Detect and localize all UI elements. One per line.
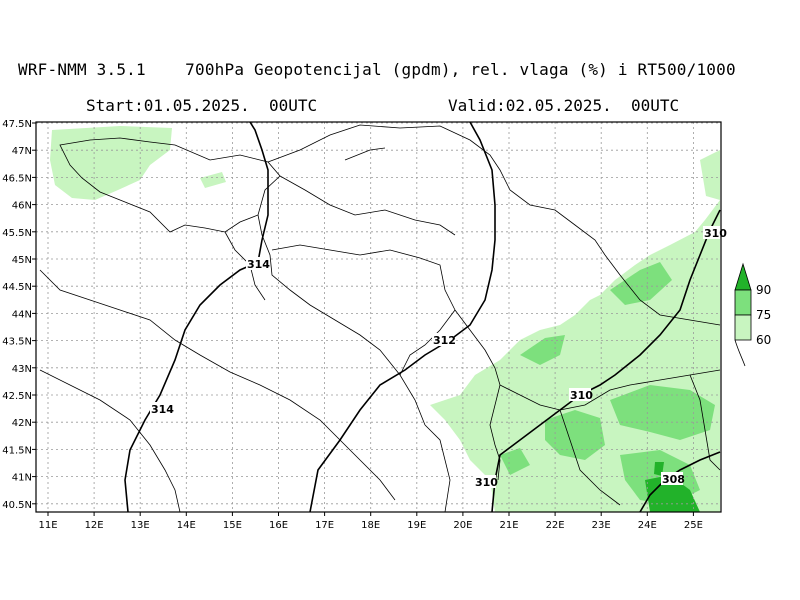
border-line (499, 369, 721, 411)
graticule (36, 122, 721, 512)
model-name: WRF-NMM 3.5.1 (18, 60, 146, 79)
contour-label: 310 (475, 476, 498, 489)
start-time: Start:01.05.2025. 00UTC (86, 96, 318, 115)
legend-label: 90 (756, 283, 771, 297)
latitude-label: 46.5N (2, 173, 32, 184)
border-line (489, 384, 501, 481)
contour-labels: 314 314 312 310 310 310 308 (150, 226, 727, 489)
longitude-label: 14E (177, 520, 196, 531)
latitude-label: 44N (12, 309, 32, 320)
humidity-mid-1 (610, 262, 672, 305)
legend-open-end (734, 339, 746, 367)
borders (39, 124, 721, 512)
contour-310 (491, 209, 721, 512)
latitude-label: 44.5N (2, 282, 32, 293)
border-line (59, 137, 281, 233)
longitude-label: 12E (85, 520, 104, 531)
longitude-label: 21E (499, 520, 518, 531)
latitude-label: 41N (12, 473, 32, 484)
border-line (271, 244, 456, 311)
legend-label: 75 (756, 308, 771, 322)
latitude-label: 47N (12, 146, 32, 157)
valid-time: Valid:02.05.2025. 00UTC (448, 96, 680, 115)
humidity-area-e-top (700, 150, 720, 200)
humidity-mid-2 (520, 335, 565, 365)
longitude-label: 25E (684, 520, 703, 531)
latitude-labels: 47.5N 47N 46.5N 46N 45.5N 45N 44.5N 44N 43.5N 43N… (2, 119, 36, 511)
contour-label: 310 (704, 227, 727, 240)
legend-swatch-60 (734, 314, 752, 341)
latitude-label: 43.5N (2, 337, 32, 348)
latitude-label: 41.5N (2, 445, 32, 456)
latitude-label: 45.5N (2, 228, 32, 239)
contour-label: 308 (662, 473, 685, 486)
longitude-label: 18E (361, 520, 380, 531)
border-line (424, 424, 451, 512)
border-line (344, 147, 386, 161)
latitude-label: 42N (12, 418, 32, 429)
humidity-mid-3 (545, 410, 605, 460)
contour-label: 314 (151, 403, 174, 416)
map-frame (35, 121, 722, 513)
border-line (39, 269, 396, 501)
border-line (454, 309, 501, 386)
longitude-label: 19E (407, 520, 426, 531)
latitude-label: 40.5N (2, 500, 32, 511)
longitude-label: 11E (38, 520, 57, 531)
humidity-mid-6 (500, 448, 530, 475)
latitude-label: 43N (12, 364, 32, 375)
legend-swatch-90 (734, 262, 752, 291)
contour-label: 312 (433, 334, 456, 347)
border-line (604, 254, 721, 326)
humidity-area-nw-small (200, 172, 226, 188)
colorbar-legend: 90 75 60 (734, 262, 771, 367)
latitude-label: 46N (12, 201, 32, 212)
humidity-area-nw (50, 126, 172, 200)
longitude-label: 24E (638, 520, 657, 531)
latitude-label: 47.5N (2, 119, 32, 130)
contour-312 (309, 122, 496, 512)
longitude-label: 15E (223, 520, 242, 531)
contour-314-north (249, 122, 269, 263)
legend-label: 60 (756, 333, 771, 347)
longitude-label: 13E (131, 520, 150, 531)
border-line (399, 309, 456, 376)
border-line (39, 369, 181, 512)
longitude-labels: 11E 12E 13E 14E 15E 16E 17E 18E 19E 20E 21E 22E 23E 2… (38, 512, 703, 531)
latitude-label: 45N (12, 255, 32, 266)
longitude-label: 16E (269, 520, 288, 531)
longitude-label: 17E (315, 520, 334, 531)
latitude-label: 42.5N (2, 391, 32, 402)
border-line (279, 175, 456, 236)
humidity-dark-1 (645, 475, 700, 512)
contour-314-west (124, 261, 259, 512)
longitude-label: 22E (546, 520, 565, 531)
longitude-label: 23E (592, 520, 611, 531)
contour-label: 310 (570, 389, 593, 402)
contour-label: 314 (247, 258, 270, 271)
legend-swatch-75 (734, 289, 752, 316)
longitude-label: 20E (453, 520, 472, 531)
humidity-shading (50, 126, 720, 512)
border-line (559, 409, 621, 506)
border-line (257, 214, 426, 426)
field-description: 700hPa Geopotencijal (gpdm), rel. vlaga … (185, 60, 736, 79)
border-line (689, 374, 721, 471)
chart-title: WRF-NMM 3.5.1 700hPa Geopotencijal (gpdm… (18, 60, 736, 79)
border-line (267, 124, 606, 256)
humidity-mid-4 (610, 385, 715, 440)
